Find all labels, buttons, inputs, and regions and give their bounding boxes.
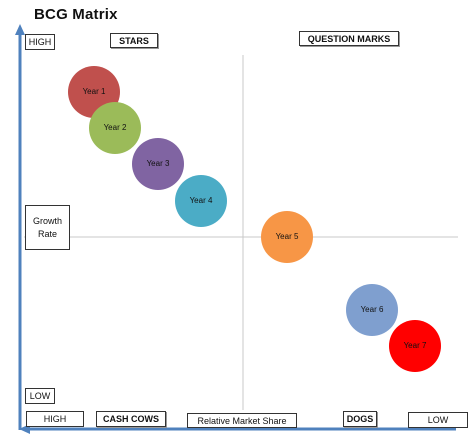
bubble-year-7: Year 7 — [389, 320, 441, 372]
bubble-year-3: Year 3 — [132, 138, 184, 190]
quadrant-label-dogs: DOGS — [343, 411, 377, 427]
svg-text:Year 3: Year 3 — [147, 159, 170, 168]
svg-text:Year 6: Year 6 — [361, 305, 384, 314]
bubble-year-2: Year 2 — [89, 102, 141, 154]
y-axis-high-label: HIGH — [25, 34, 55, 50]
x-axis-low-label: LOW — [408, 412, 468, 428]
svg-text:Year 7: Year 7 — [404, 341, 427, 350]
svg-text:Year 2: Year 2 — [104, 123, 127, 132]
quadrant-label-stars: STARS — [110, 33, 158, 48]
x-axis-high-label: HIGH — [26, 411, 84, 427]
quadrant-label-cash-cows: CASH COWS — [96, 411, 166, 427]
svg-text:Year 4: Year 4 — [190, 196, 213, 205]
bubble-year-5: Year 5 — [261, 211, 313, 263]
bubble-year-6: Year 6 — [346, 284, 398, 336]
x-axis-title: Relative Market Share — [187, 413, 297, 428]
y-axis-title: Growth Rate — [25, 205, 70, 250]
svg-text:Year 5: Year 5 — [276, 232, 299, 241]
page-title: BCG Matrix — [34, 6, 118, 23]
svg-text:Year 1: Year 1 — [83, 87, 106, 96]
quadrant-label-question-marks: QUESTION MARKS — [299, 31, 399, 46]
bubble-year-4: Year 4 — [175, 175, 227, 227]
y-axis-arrowhead — [15, 24, 25, 35]
y-axis-low-label: LOW — [25, 388, 55, 404]
